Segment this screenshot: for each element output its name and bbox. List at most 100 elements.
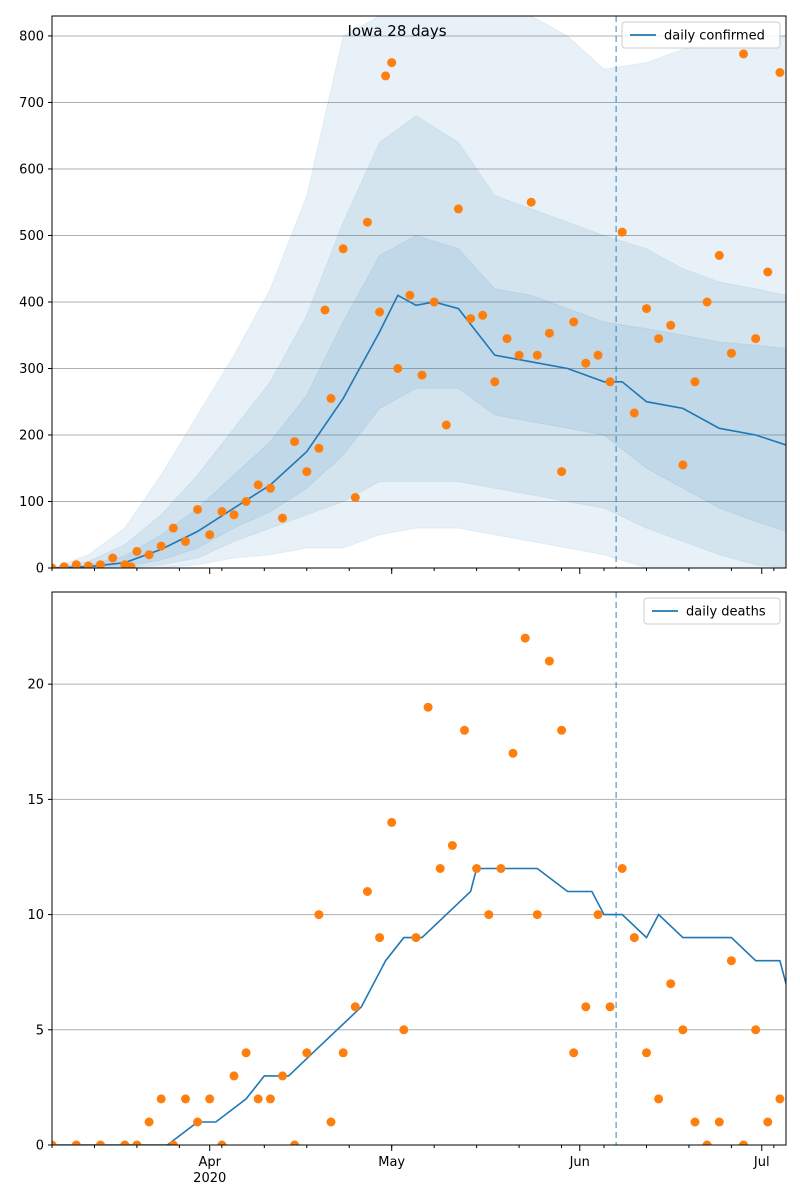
x-tick-label: Apr (198, 1155, 221, 1170)
y-tick-label: 20 (27, 678, 44, 693)
legend (643, 597, 781, 625)
observed-point (181, 1094, 190, 1104)
observed-point (714, 1117, 724, 1127)
observed-point (411, 933, 421, 943)
y-tick-label: 600 (19, 162, 44, 177)
observed-point (617, 227, 627, 237)
observed-point (132, 1140, 142, 1145)
observed-point (775, 1094, 785, 1104)
observed-point (265, 483, 275, 493)
observed-point (466, 314, 476, 324)
observed-point (557, 467, 567, 477)
observed-point (241, 1048, 251, 1058)
observed-point (751, 334, 761, 344)
observed-point (593, 910, 603, 920)
x-tick-label: Jun (569, 1155, 590, 1170)
observed-point (96, 560, 105, 568)
observed-point (96, 1140, 105, 1145)
observed-point (775, 68, 785, 77)
observed-point (453, 204, 463, 214)
observed-point (278, 1071, 287, 1081)
observed-point (490, 377, 500, 387)
observed-point (642, 304, 651, 314)
observed-point (496, 864, 506, 873)
observed-point (229, 1071, 239, 1081)
observed-point (59, 562, 69, 568)
observed-point (702, 1140, 712, 1145)
observed-point (678, 1025, 688, 1035)
observed-point (314, 910, 324, 920)
observed-point (629, 408, 639, 418)
observed-point (484, 910, 494, 920)
observed-point (193, 1117, 203, 1127)
y-tick-label: 100 (19, 495, 44, 510)
observed-point (132, 546, 142, 556)
observed-point (338, 244, 348, 254)
observed-point (205, 1094, 215, 1104)
confidence-band-1 (52, 16, 786, 568)
observed-point (338, 1048, 348, 1058)
observed-point (544, 328, 554, 338)
legend (621, 21, 781, 49)
observed-point (217, 507, 227, 516)
y-tick-label: 15 (27, 793, 44, 808)
observed-point (678, 460, 688, 470)
observed-point (441, 420, 451, 430)
x-year-label: 2020 (193, 1171, 226, 1186)
observed-point (654, 1094, 664, 1104)
confirmed-panel: 0 100 200 300 400 500 600 700 800 Iowa 28 days dai… (19, 15, 787, 577)
observed-point (508, 748, 518, 758)
observed-point (690, 377, 700, 387)
legend-label: daily deaths (686, 605, 766, 620)
deaths-panel: 0 5 10 15 20 daily deaths Apr May Jun Jul 2020 (27, 591, 787, 1186)
y-tick-label: 400 (19, 295, 44, 310)
observed-point (156, 541, 166, 551)
observed-point (126, 562, 136, 568)
observed-point (557, 725, 567, 735)
observed-point (532, 910, 542, 920)
observed-point (739, 49, 748, 59)
confidence-band-3 (52, 234, 786, 568)
x-tick-label: Jul (753, 1155, 770, 1170)
observed-point (253, 1094, 263, 1104)
observed-point (763, 267, 773, 277)
observed-point (739, 1140, 748, 1145)
confidence-band-2 (52, 115, 786, 568)
axes-frame (51, 591, 787, 1146)
observed-point (526, 197, 536, 207)
observed-point (478, 310, 488, 320)
observed-point (405, 290, 415, 300)
series-line-daily-deaths (52, 867, 786, 1145)
observed-point (472, 864, 482, 873)
observed-point (429, 297, 439, 307)
observed-point (156, 1094, 166, 1104)
observed-point (387, 817, 397, 827)
observed-point (326, 393, 336, 403)
observed-point (144, 550, 154, 560)
observed-point (593, 350, 603, 360)
observed-point (144, 1117, 154, 1127)
y-tick-label: 0 (36, 1139, 44, 1154)
observed-point (71, 560, 81, 568)
y-tick-label: 5 (36, 1023, 44, 1038)
observed-point (350, 493, 360, 502)
observed-point (83, 561, 93, 568)
y-tick-label: 0 (36, 562, 44, 577)
observed-point (52, 563, 57, 568)
observed-point (581, 358, 591, 368)
observed-point (362, 887, 372, 896)
observed-point (617, 864, 627, 873)
observed-point (435, 864, 445, 873)
observed-point (229, 510, 239, 520)
observed-point (399, 1025, 409, 1035)
chart-title: Iowa 28 days (347, 22, 446, 40)
observed-point (253, 480, 263, 490)
legend-label: daily confirmed (664, 29, 765, 44)
observed-point (375, 933, 385, 943)
observed-point (381, 71, 391, 81)
series-line-daily-confirmed (52, 294, 786, 568)
observed-point (569, 1048, 579, 1058)
observed-point (423, 702, 433, 712)
observed-point (320, 305, 330, 315)
